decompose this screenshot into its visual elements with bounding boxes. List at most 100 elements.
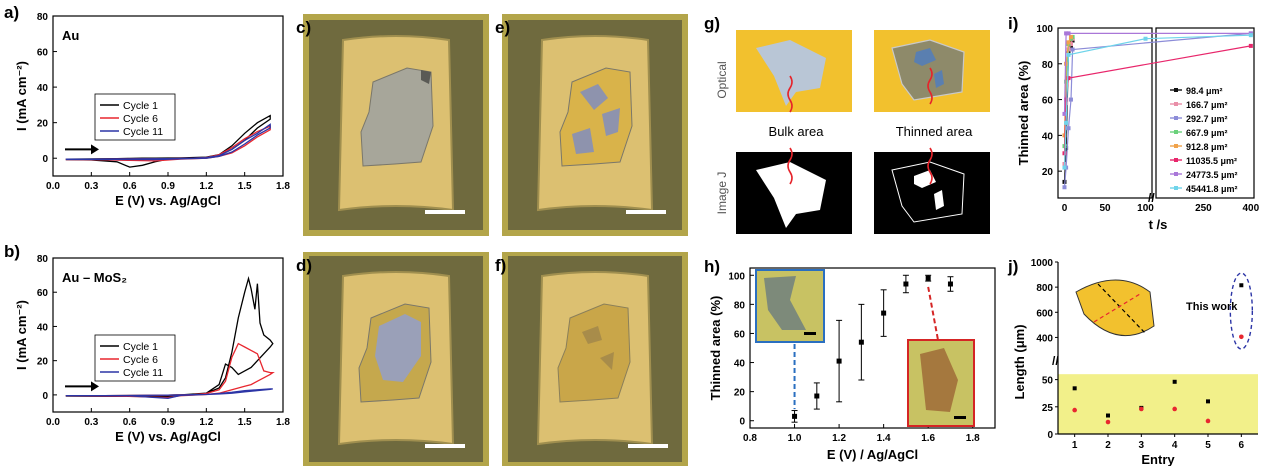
legend-swatch-marker bbox=[1174, 172, 1178, 176]
data-point bbox=[925, 275, 931, 281]
series-line-cycle-11 bbox=[65, 123, 271, 161]
legend-swatch-marker bbox=[1174, 158, 1178, 162]
series-point bbox=[1064, 120, 1069, 125]
y-axis-label: Thinned area (%) bbox=[708, 296, 723, 401]
x-tick-label: 3 bbox=[1139, 440, 1145, 451]
y-tick-label: 20 bbox=[734, 388, 746, 399]
y-tick-label: 0 bbox=[739, 417, 745, 428]
x-tick-label: 1.6 bbox=[921, 433, 935, 444]
y-tick-label: 100 bbox=[728, 271, 745, 282]
y-axis-label: Thinned area (%) bbox=[1016, 61, 1031, 166]
y-tick-label: 1000 bbox=[1031, 258, 1054, 269]
x-tick-label: 2 bbox=[1105, 440, 1111, 451]
y-tick-label: 25 bbox=[1042, 403, 1054, 414]
x-tick-label: 100 bbox=[1137, 203, 1154, 214]
chart-title: Au bbox=[62, 28, 79, 43]
chart-title: Au – MoS₂ bbox=[62, 270, 127, 285]
label-thinned-area: Thinned area bbox=[896, 124, 973, 139]
axis-break-mark: // bbox=[1052, 354, 1059, 368]
x-tick-label: 0.8 bbox=[743, 433, 757, 444]
data-point-black bbox=[1072, 386, 1077, 391]
plot-frame-left bbox=[1057, 27, 1153, 199]
y-tick-label: 80 bbox=[1042, 60, 1054, 71]
x-tick-label: 4 bbox=[1172, 440, 1178, 451]
x-tick-label: 0.3 bbox=[84, 417, 98, 428]
x-tick-label: 0.9 bbox=[161, 417, 175, 428]
x-tick-label: 1.8 bbox=[966, 433, 980, 444]
label-bulk-area: Bulk area bbox=[769, 124, 825, 139]
legend-entry: Cycle 6 bbox=[123, 354, 158, 366]
legend-box bbox=[94, 334, 176, 382]
data-point-red bbox=[1139, 406, 1144, 412]
flake-illustration bbox=[1075, 279, 1155, 337]
wavy-arrow-thinned-top bbox=[927, 67, 933, 105]
inset-connector-red bbox=[927, 286, 939, 341]
legend-swatch-marker bbox=[1174, 130, 1178, 134]
y-tick-label: 20 bbox=[37, 357, 49, 368]
optical-thinned-flake bbox=[891, 39, 965, 101]
data-point bbox=[792, 413, 798, 419]
legend-entry: Cycle 1 bbox=[123, 341, 158, 353]
series-point bbox=[1066, 52, 1071, 57]
data-point-red bbox=[1105, 419, 1111, 425]
y-tick-label: 80 bbox=[37, 254, 49, 265]
x-tick-label: 0.6 bbox=[123, 417, 137, 428]
x-tick-label: 1 bbox=[1072, 440, 1078, 451]
x-tick-label: 1.5 bbox=[238, 181, 252, 192]
x-tick-label: 6 bbox=[1239, 440, 1245, 451]
legend-entry: Cycle 11 bbox=[123, 367, 163, 379]
micrograph-c bbox=[303, 14, 489, 236]
optical-bulk-flake bbox=[756, 40, 826, 106]
series-point bbox=[1064, 61, 1069, 66]
plot-frame-right bbox=[1155, 27, 1255, 199]
series-point bbox=[1068, 42, 1073, 47]
legend-entry: 912.8 μm² bbox=[1186, 142, 1228, 152]
y-tick-label: 100 bbox=[1036, 24, 1053, 35]
panel-label-a: a) bbox=[4, 3, 20, 22]
imagej-bulk-flake bbox=[756, 162, 826, 228]
panel-g-schematic: Optical Image J Bulk area Thinned area bbox=[708, 18, 1008, 238]
x-tick-label: 0.9 bbox=[161, 181, 175, 192]
data-point-black bbox=[1239, 283, 1244, 288]
series-line-cycle-11 bbox=[65, 388, 273, 399]
y-tick-label: 60 bbox=[734, 329, 746, 340]
y-tick-label: 0 bbox=[42, 154, 48, 165]
y-tick-label: 60 bbox=[37, 48, 49, 59]
inset-flake-high bbox=[920, 348, 958, 412]
series-point bbox=[1064, 31, 1069, 36]
data-point bbox=[814, 393, 820, 399]
wavy-arrow-thinned-bottom bbox=[927, 147, 933, 185]
data-point-red bbox=[1172, 406, 1177, 412]
plot-frame bbox=[749, 267, 996, 429]
micrograph-d bbox=[303, 252, 489, 466]
y-tick-label: 40 bbox=[1042, 131, 1054, 142]
y-tick-label: 600 bbox=[1036, 308, 1053, 319]
row-label-optical: Optical bbox=[715, 61, 729, 98]
legend-box bbox=[94, 93, 176, 141]
x-tick-label: 50 bbox=[1099, 203, 1111, 214]
axis-break-mark: // bbox=[1148, 191, 1155, 205]
legend-swatch-marker bbox=[1174, 116, 1178, 120]
legend-entry: Cycle 11 bbox=[123, 126, 163, 138]
legend-swatch-marker bbox=[1174, 144, 1178, 148]
y-tick-label: 20 bbox=[1042, 167, 1054, 178]
legend-entry: Cycle 6 bbox=[123, 113, 158, 125]
imagej-thinned-outline bbox=[891, 161, 965, 223]
scan-direction-arrowhead bbox=[91, 144, 99, 155]
y-tick-label: 50 bbox=[1042, 376, 1054, 387]
data-point-black bbox=[1206, 399, 1210, 404]
micrograph-e bbox=[502, 14, 688, 236]
x-tick-label: 0.6 bbox=[123, 181, 137, 192]
series-point bbox=[1068, 34, 1073, 39]
x-tick-label: 5 bbox=[1205, 440, 1211, 451]
y-axis-label: I (mA cm⁻²) bbox=[14, 300, 29, 370]
panel-label-d: d) bbox=[296, 256, 313, 275]
y-tick-label: 800 bbox=[1036, 283, 1053, 294]
panel-label-e: e) bbox=[495, 18, 511, 37]
legend-entry: 11035.5 μm² bbox=[1186, 156, 1237, 166]
y-tick-label: 60 bbox=[1042, 96, 1054, 107]
legend-entry: 45441.8 μm² bbox=[1186, 184, 1238, 194]
flake-length-line bbox=[1097, 283, 1147, 335]
chart-a-cyclic-voltammetry-au: 0.0 0.3 0.6 0.9 1.2 1.5 1.8 0 20 40 60 80 E (V) vs. … bbox=[14, 12, 290, 208]
x-tick-label: 1.2 bbox=[832, 433, 846, 444]
